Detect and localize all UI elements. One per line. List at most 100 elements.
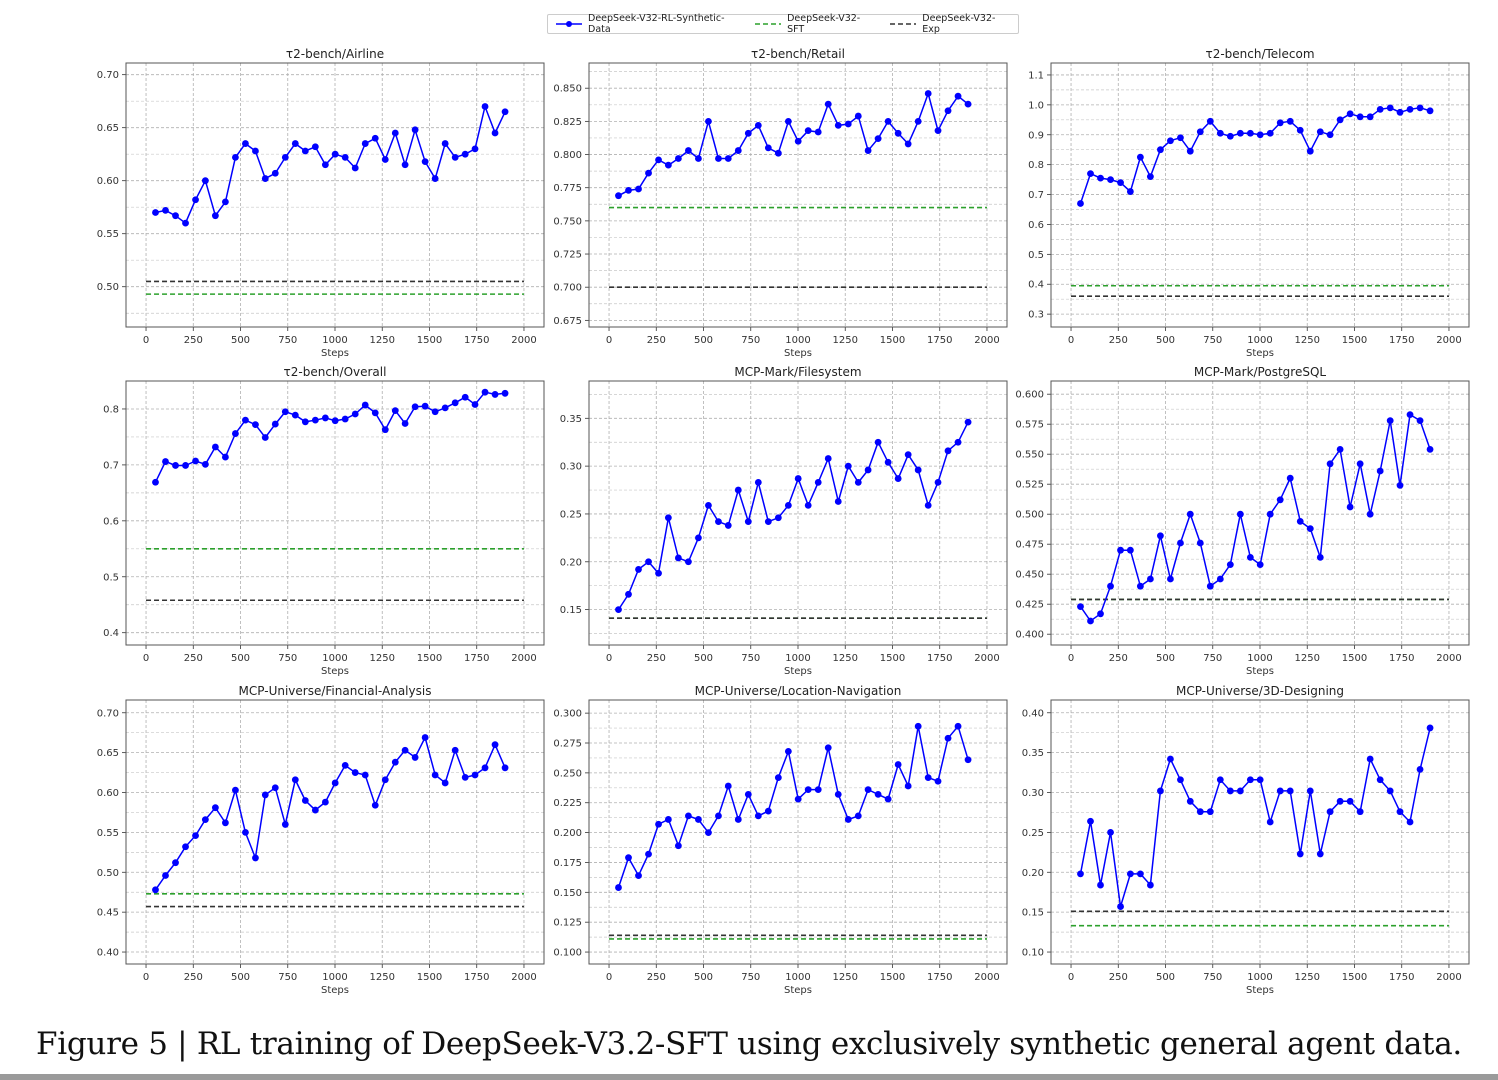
data-point — [934, 777, 942, 785]
legend-item-rl: DeepSeek-V32-RL-Synthetic-Data — [556, 13, 733, 35]
x-tick-label: 1250 — [370, 653, 395, 664]
x-axis-label: Steps — [1246, 666, 1274, 677]
data-point — [804, 501, 812, 509]
data-point — [501, 764, 509, 772]
x-tick-label: 1750 — [464, 972, 489, 983]
data-point — [351, 769, 359, 776]
data-point — [884, 458, 892, 466]
data-point — [281, 821, 289, 828]
y-tick-label: 0.35 — [560, 414, 582, 425]
data-point — [864, 466, 872, 474]
data-point — [1117, 546, 1124, 554]
data-point — [341, 762, 349, 769]
data-point — [1416, 765, 1424, 773]
data-point — [1126, 870, 1134, 878]
x-tick-label: 1000 — [1247, 335, 1272, 346]
axes-frame — [588, 62, 1008, 328]
data-point — [854, 812, 862, 820]
y-tick-label: 0.5 — [1028, 250, 1044, 261]
data-point — [391, 407, 399, 415]
data-point — [421, 402, 429, 410]
data-point — [461, 393, 469, 401]
y-tick-label: 0.35 — [1022, 748, 1044, 759]
x-axis-label: Steps — [321, 985, 349, 996]
data-point — [152, 886, 159, 894]
x-tick-label: 1250 — [833, 653, 858, 664]
y-tick-label: 0.825 — [553, 117, 582, 128]
axes-frame — [1050, 380, 1470, 646]
data-point — [954, 722, 962, 730]
x-tick-label: 1000 — [1247, 972, 1272, 983]
data-point — [1097, 881, 1104, 889]
data-point — [361, 771, 369, 779]
data-point — [182, 843, 189, 851]
data-point — [1356, 460, 1364, 468]
data-point — [281, 408, 289, 416]
x-tick-label: 1000 — [785, 972, 810, 983]
y-tick-label: 0.65 — [97, 748, 119, 759]
data-point — [211, 212, 219, 220]
data-point — [864, 147, 872, 154]
x-tick-label: 1750 — [927, 972, 952, 983]
data-point — [1097, 610, 1104, 618]
data-point — [1266, 510, 1274, 518]
data-point — [934, 478, 942, 486]
x-tick-label: 250 — [184, 972, 203, 983]
data-point — [451, 399, 459, 407]
data-point — [1077, 200, 1084, 207]
data-point — [674, 554, 682, 562]
data-point — [201, 816, 209, 824]
x-tick-label: 1500 — [417, 972, 442, 983]
data-point — [1146, 173, 1154, 181]
data-point — [1167, 755, 1174, 763]
y-tick-label: 0.8 — [103, 404, 119, 415]
data-point — [192, 457, 199, 465]
data-point — [1256, 131, 1264, 139]
data-point — [481, 103, 489, 110]
axes-frame — [125, 380, 545, 646]
y-tick-label: 0.20 — [1022, 868, 1044, 879]
data-point — [252, 854, 259, 862]
data-point — [1346, 503, 1354, 511]
y-tick-label: 0.7 — [103, 460, 119, 471]
subplot-title: MCP-Mark/PostgreSQL — [1194, 365, 1327, 379]
data-point — [201, 177, 209, 185]
x-tick-label: 750 — [278, 335, 297, 346]
x-tick-label: 1750 — [1389, 972, 1414, 983]
data-point — [321, 798, 329, 806]
data-point — [874, 135, 882, 143]
data-point — [674, 155, 682, 162]
x-axis-label: Steps — [784, 666, 812, 677]
data-point — [401, 161, 409, 169]
data-point — [371, 409, 379, 417]
data-point — [221, 819, 229, 827]
data-point — [421, 158, 429, 166]
data-point — [172, 462, 179, 469]
data-point — [271, 784, 279, 792]
data-point — [491, 129, 499, 137]
data-point — [724, 522, 732, 529]
figure-caption: Figure 5 | RL training of DeepSeek-V3.2-… — [36, 1026, 1462, 1062]
x-tick-label: 750 — [1203, 972, 1222, 983]
x-tick-label: 1250 — [370, 335, 395, 346]
y-tick-label: 0.200 — [553, 828, 582, 839]
data-point — [1296, 850, 1304, 858]
data-point — [1386, 417, 1394, 424]
data-point — [1326, 808, 1334, 816]
data-point — [964, 100, 972, 108]
subplot-title: MCP-Universe/Location-Navigation — [695, 684, 902, 698]
data-point — [1117, 903, 1124, 910]
data-point — [461, 773, 469, 781]
y-tick-label: 0.4 — [1028, 280, 1044, 291]
data-point — [1216, 129, 1224, 137]
data-point — [162, 872, 169, 879]
data-point — [401, 746, 409, 754]
x-tick-label: 250 — [1109, 653, 1128, 664]
series-line — [1079, 107, 1431, 204]
data-point — [1107, 582, 1114, 590]
y-tick-label: 0.250 — [553, 768, 582, 779]
data-point — [784, 747, 792, 755]
subplot-title: MCP-Mark/Filesystem — [734, 365, 861, 379]
data-point — [1306, 525, 1314, 532]
x-tick-label: 750 — [1203, 653, 1222, 664]
